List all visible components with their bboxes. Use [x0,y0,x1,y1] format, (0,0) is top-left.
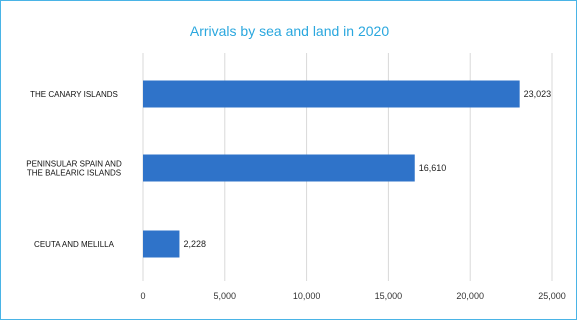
x-tick-label: 5,000 [214,291,237,301]
bars [143,80,520,258]
x-tick-label: 20,000 [456,291,484,301]
category-label: PENINSULAR SPAIN AND THE BALEARIC ISLANDS [26,160,122,178]
bar [143,154,415,182]
value-label: 2,228 [183,239,206,249]
bar [143,80,520,108]
value-label: 16,610 [419,163,447,173]
x-tick-label: 10,000 [293,291,321,301]
bar [143,230,180,258]
x-tick-label: 25,000 [538,291,566,301]
value-label: 23,023 [524,89,552,99]
category-label-line: PENINSULAR SPAIN AND [26,160,122,169]
category-label: CEUTA AND MELILLA [34,240,115,249]
category-label-line: THE BALEARIC ISLANDS [27,169,121,178]
category-labels: THE CANARY ISLANDS PENINSULAR SPAIN AND TH… [26,90,122,249]
category-label: THE CANARY ISLANDS [30,90,118,99]
x-tick-label: 0 [140,291,145,301]
category-label-line: CEUTA AND MELILLA [34,240,115,249]
category-label-line: THE CANARY ISLANDS [30,90,118,99]
x-tick-label: 15,000 [375,291,403,301]
value-labels: 23,023 16,610 2,228 [183,89,551,249]
chart-title: Arrivals by sea and land in 2020 [189,23,390,39]
x-axis-ticks: 0 5,000 10,000 15,000 20,000 25,000 [140,291,565,301]
